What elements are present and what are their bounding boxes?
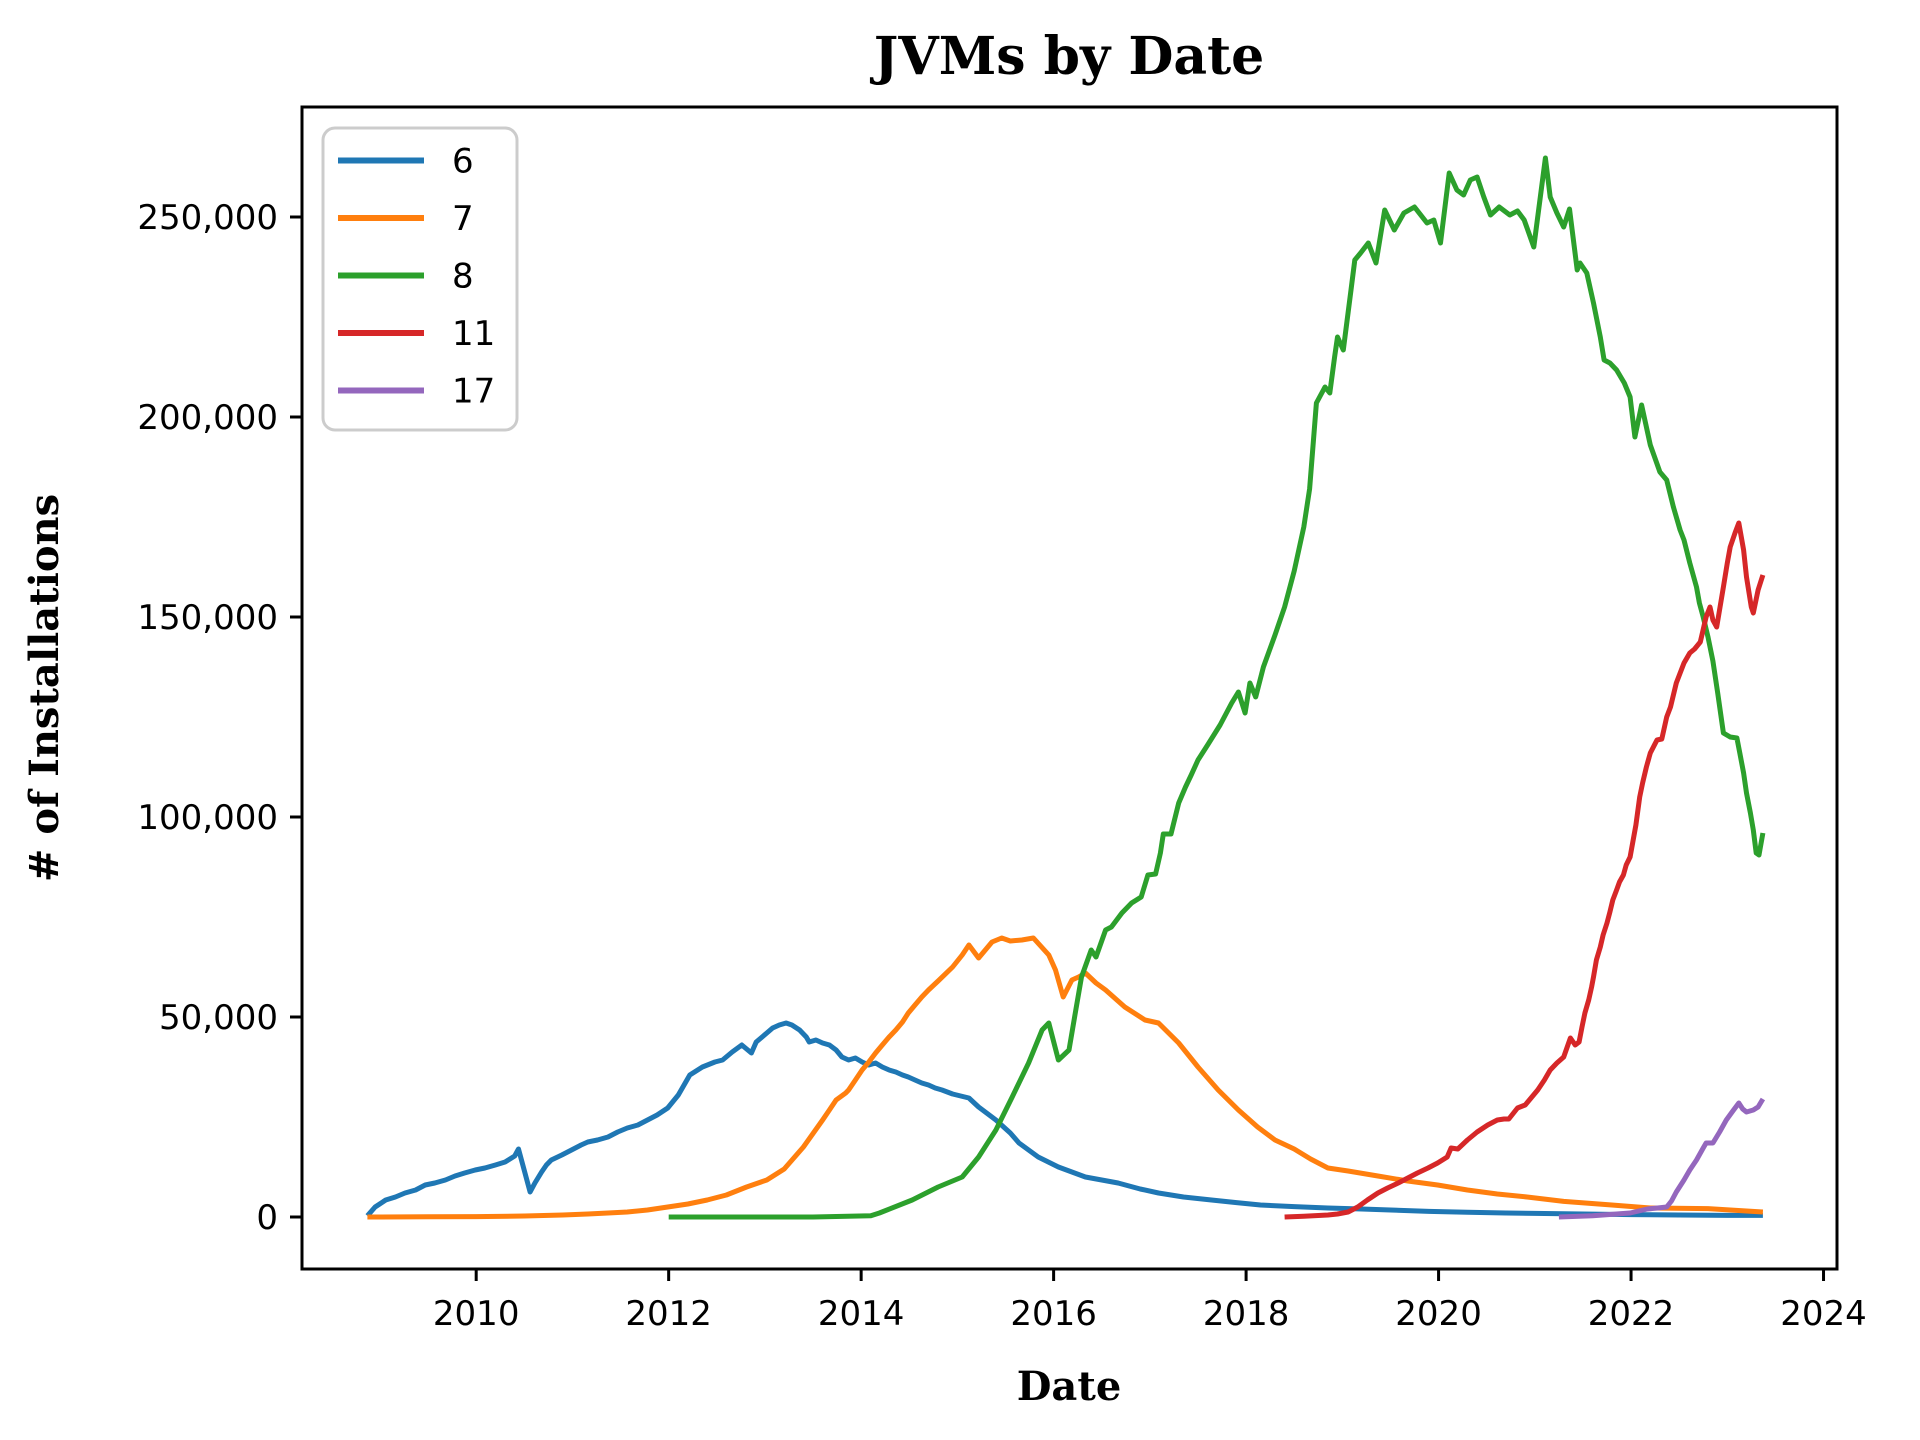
x-tick-label: 2010 (433, 1294, 520, 1334)
legend-label-7: 7 (452, 199, 474, 239)
y-tick-label: 100,000 (137, 798, 278, 838)
y-axis-label: # of Installations (21, 494, 68, 882)
legend-label-6: 6 (452, 142, 474, 182)
legend-entries: 6 7 8 11 17 (338, 142, 495, 412)
legend: 6 7 8 11 17 (321, 126, 519, 432)
series-line-11 (1284, 520, 1766, 1220)
series-group (365, 155, 1766, 1220)
x-tick-label: 2024 (1780, 1294, 1867, 1334)
y-tick-label: 50,000 (159, 998, 278, 1038)
x-axis: 2010 2012 2014 2016 2018 2020 2022 2024 (433, 1269, 1867, 1334)
legend-label-17: 17 (452, 372, 495, 412)
y-tick-label: 250,000 (137, 198, 278, 238)
y-axis: 0 50,000 100,000 150,000 200,000 250,000 (137, 198, 302, 1238)
plot-border (300, 105, 1839, 1271)
x-tick-label: 2020 (1395, 1294, 1482, 1334)
legend-box (321, 126, 519, 432)
x-tick-label: 2016 (1010, 1294, 1097, 1334)
legend-label-8: 8 (452, 257, 474, 297)
legend-label-11: 11 (452, 314, 495, 354)
y-tick-label: 0 (256, 1198, 278, 1238)
x-axis-label: Date (1017, 1363, 1122, 1410)
series-line-7 (367, 935, 1764, 1220)
y-tick-label: 200,000 (137, 398, 278, 438)
x-tick-label: 2018 (1203, 1294, 1290, 1334)
x-tick-label: 2022 (1588, 1294, 1675, 1334)
series-line-6 (365, 1020, 1763, 1218)
y-tick-label: 150,000 (137, 598, 278, 638)
series-line-8 (668, 155, 1766, 1220)
x-tick-label: 2014 (818, 1294, 905, 1334)
x-tick-label: 2012 (625, 1294, 712, 1334)
chart-title: JVMs by Date (870, 26, 1264, 87)
series-line-17 (1558, 1097, 1766, 1220)
